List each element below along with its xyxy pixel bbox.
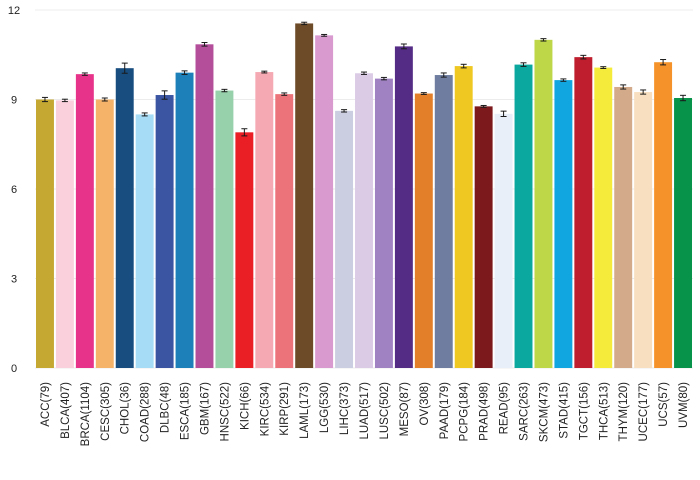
bar (494, 113, 513, 368)
bar (55, 100, 74, 369)
bar (514, 64, 533, 368)
bar (275, 94, 294, 368)
x-category-label: READ(95) (499, 382, 511, 435)
x-category-label: GBM(167) (199, 382, 211, 435)
bar (574, 57, 593, 369)
bar (554, 80, 573, 368)
x-axis-labels: ACC(79) BLCA(407) BRCA(1104) CESC(305) CHOL(… (40, 382, 690, 447)
bar (335, 110, 354, 368)
x-category-label: LIHC(373) (339, 382, 351, 435)
bar (674, 98, 692, 368)
x-category-label: BLCA(407) (60, 382, 72, 439)
x-category-label: THYM(120) (618, 382, 630, 442)
y-tick-label: 6 (11, 184, 17, 196)
x-category-label: UVM(80) (678, 382, 690, 428)
x-category-label: KIRP(291) (279, 382, 291, 436)
bar (534, 39, 553, 368)
x-category-label: BRCA(1104) (80, 382, 92, 447)
x-category-label: LUAD(517) (359, 382, 371, 440)
bars (36, 23, 692, 369)
bar (295, 23, 314, 369)
x-category-label: OV(308) (419, 382, 431, 426)
x-category-label: KIRC(534) (259, 382, 271, 436)
bar (155, 95, 174, 369)
bar (75, 74, 94, 369)
bar (634, 92, 653, 369)
bar (474, 106, 493, 368)
bar (434, 75, 453, 368)
y-axis-ticks: 0 3 6 9 12 (8, 5, 20, 375)
bar (594, 67, 613, 368)
x-category-label: LGG(530) (319, 382, 331, 433)
x-category-label: PRAD(498) (479, 382, 491, 441)
x-category-label: UCS(57) (658, 382, 670, 427)
y-tick-label: 0 (11, 363, 17, 375)
bar (135, 114, 154, 369)
x-category-label: DLBC(48) (160, 382, 172, 433)
bar (175, 72, 194, 369)
bar (614, 86, 633, 368)
bar (95, 99, 114, 368)
y-tick-label: 12 (8, 5, 20, 17)
x-category-label: SKCM(473) (538, 382, 550, 442)
x-category-label: STAD(415) (558, 382, 570, 439)
bar (454, 66, 473, 368)
bar (654, 62, 673, 368)
bar (355, 73, 373, 368)
x-category-label: PCPG(184) (459, 382, 471, 442)
bar (315, 35, 334, 368)
bar (374, 78, 393, 368)
bar (115, 68, 134, 369)
bar (414, 93, 433, 369)
x-category-label: CHOL(36) (120, 382, 132, 435)
bar (235, 132, 254, 368)
bar (36, 99, 54, 368)
x-category-label: COAD(288) (140, 382, 152, 442)
bar (255, 72, 274, 368)
x-category-label: THCA(513) (598, 382, 610, 440)
bar (215, 90, 234, 369)
bar (195, 44, 214, 368)
error-bars (41, 21, 687, 137)
y-tick-label: 3 (11, 274, 17, 286)
x-category-label: TGCT(156) (578, 382, 590, 440)
x-category-label: HNSC(522) (219, 382, 231, 442)
x-category-label: ESCA(185) (180, 382, 192, 440)
x-category-label: CESC(305) (100, 382, 112, 441)
bar (394, 46, 413, 368)
x-category-label: LAML(173) (299, 382, 311, 439)
x-category-label: MESO(87) (399, 382, 411, 436)
x-category-label: PAAD(179) (439, 382, 451, 439)
x-category-label: UCEC(177) (638, 382, 650, 442)
y-tick-label: 9 (11, 95, 17, 107)
x-category-label: ACC(79) (40, 382, 52, 427)
x-category-label: KICH(66) (239, 382, 251, 430)
x-category-label: LUSC(502) (379, 382, 391, 440)
x-category-label: SARC(263) (519, 382, 531, 441)
